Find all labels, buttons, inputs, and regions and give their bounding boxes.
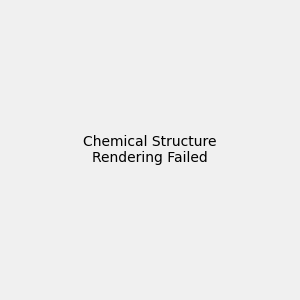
Text: Chemical Structure
Rendering Failed: Chemical Structure Rendering Failed — [83, 135, 217, 165]
